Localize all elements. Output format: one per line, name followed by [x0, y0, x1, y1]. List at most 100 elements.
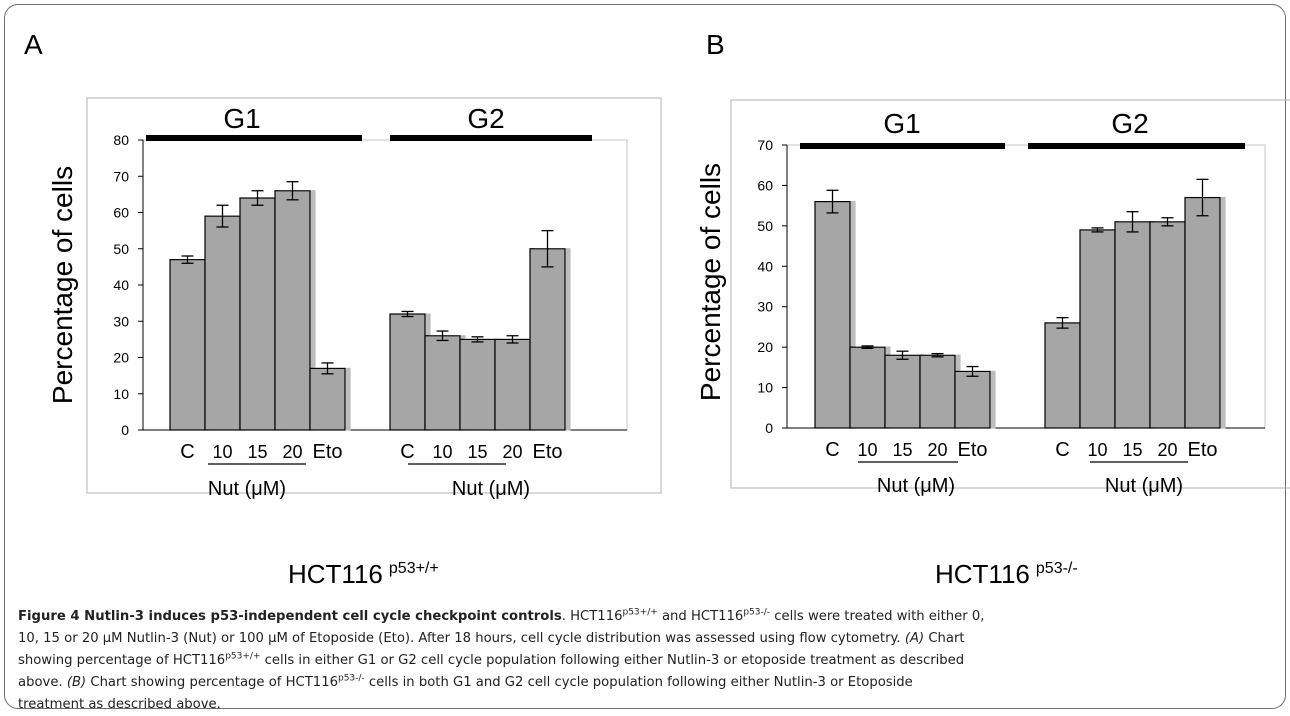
y-tick-label: 50	[113, 241, 129, 257]
y-tick-label: 0	[765, 420, 773, 436]
x-tick-label: Eto	[312, 441, 342, 463]
caption-text: and HCT116	[657, 609, 744, 624]
caption-text: p53-/-	[743, 607, 771, 618]
chart-panel-b: 0 10 20 30 40 50 60 70 Percentage of cells G1 C 10 1…	[695, 99, 1290, 497]
y-tick-label: 30	[757, 299, 773, 315]
bar	[494, 338, 531, 431]
y-tick-label: 40	[113, 277, 129, 293]
y-tick-label: 50	[757, 218, 773, 234]
x-tick-label: 15	[467, 442, 487, 462]
x-tick-label: 10	[1087, 440, 1107, 460]
caption-text: showing percentage of HCT116	[18, 653, 226, 668]
chart-border	[86, 97, 662, 494]
y-tick-label: 10	[113, 386, 129, 402]
cell-line-label: HCT116 p53+/+	[288, 559, 439, 589]
bar	[1149, 221, 1186, 429]
group-header-bar	[1028, 143, 1245, 149]
y-tick-label: 0	[121, 422, 129, 438]
group-label: G2	[467, 103, 504, 134]
caption-text: p53+/+	[225, 651, 261, 662]
group-label: G1	[883, 108, 920, 139]
x-tick-label: C	[400, 441, 414, 463]
x-tick-label: Eto	[532, 441, 562, 463]
caption-text: (A)	[904, 631, 925, 646]
bar	[274, 190, 311, 431]
x-tick-label: C	[1055, 439, 1069, 461]
x-tick-label: 10	[857, 440, 877, 460]
bar	[1044, 322, 1081, 429]
group-label: G2	[1111, 108, 1148, 139]
y-tick-label: 30	[113, 313, 129, 329]
bar	[169, 259, 206, 431]
figure-caption: Figure 4 Nutlin-3 induces p53-independen…	[18, 606, 1273, 716]
x-tick-label: Eto	[957, 439, 987, 461]
x-tick-label: 15	[1122, 440, 1142, 460]
x-tick-label: 20	[502, 442, 522, 462]
y-tick-label: 60	[113, 205, 129, 221]
caption-text: cells in both G1 and G2 cell cycle popul…	[364, 675, 913, 690]
x-tick-label: C	[180, 441, 194, 463]
caption-text: above.	[18, 675, 67, 690]
caption-text: Chart showing percentage of HCT116	[86, 675, 338, 690]
bar	[814, 201, 851, 429]
caption-text: p53-/-	[337, 673, 365, 684]
caption-line: Figure 4 Nutlin-3 induces p53-independen…	[18, 606, 1273, 628]
caption-text: cells were treated with either 0,	[770, 609, 985, 624]
bar	[1114, 221, 1151, 429]
bar	[309, 367, 346, 431]
x-tick-label: 10	[432, 442, 452, 462]
x-tick-label: 15	[247, 442, 267, 462]
bar	[239, 197, 276, 431]
bar	[389, 313, 426, 431]
group-label: G1	[223, 103, 260, 134]
cell-line-name: HCT116	[935, 559, 1030, 589]
x-group-title: Nut (μM)	[1105, 475, 1183, 497]
caption-line: treatment as described above.	[18, 694, 1273, 716]
x-group-title: Nut (μM)	[877, 475, 955, 497]
cell-line-label: HCT116 p53-/-	[935, 559, 1078, 589]
caption-text: p53+/+	[622, 607, 658, 618]
x-tick-label: C	[825, 439, 839, 461]
y-axis-title: Percentage of cells	[47, 166, 78, 404]
bar	[919, 354, 956, 429]
bar	[1184, 196, 1221, 429]
caption-text: .	[561, 609, 571, 624]
caption-title: Figure 4 Nutlin-3 induces p53-independen…	[18, 609, 562, 624]
y-axis-title: Percentage of cells	[695, 163, 726, 401]
group-header-bar	[390, 135, 592, 141]
caption-line: 10, 15 or 20 μM Nutlin-3 (Nut) or 100 μM…	[18, 628, 1273, 650]
x-tick-label: 10	[212, 442, 232, 462]
y-tick-label: 40	[757, 258, 773, 274]
bar	[1079, 229, 1116, 429]
y-tick-label: 20	[757, 339, 773, 355]
x-tick-label: 15	[892, 440, 912, 460]
bar	[954, 370, 991, 429]
y-tick-label: 60	[757, 177, 773, 193]
y-tick-label: 70	[757, 137, 773, 153]
panel-letter: A	[24, 29, 43, 60]
bar	[884, 354, 921, 429]
x-group-title: Nut (μM)	[208, 478, 286, 500]
group-header-bar	[800, 143, 1005, 149]
caption-text: 10, 15 or 20 μM Nutlin-3 (Nut) or 100 μM…	[18, 631, 905, 646]
x-tick-label: 20	[1157, 440, 1177, 460]
bar	[424, 335, 461, 431]
y-tick-label: 80	[113, 132, 129, 148]
y-tick-label: 20	[113, 350, 129, 366]
panel-letter: B	[706, 29, 725, 60]
bar	[204, 215, 241, 431]
group-header-bar	[146, 135, 362, 141]
caption-text: HCT116	[570, 609, 623, 624]
bar	[849, 346, 886, 429]
chart-border	[730, 99, 1290, 489]
caption-text: cells in either G1 or G2 cell cycle popu…	[260, 653, 965, 668]
y-tick-label: 70	[113, 168, 129, 184]
caption-line: showing percentage of HCT116p53+/+ cells…	[18, 650, 1273, 672]
bar	[529, 248, 566, 431]
y-tick-label: 10	[757, 380, 773, 396]
caption-text: treatment as described above.	[18, 697, 221, 712]
x-tick-label: Eto	[1187, 439, 1217, 461]
caption-text: Chart	[924, 631, 965, 646]
